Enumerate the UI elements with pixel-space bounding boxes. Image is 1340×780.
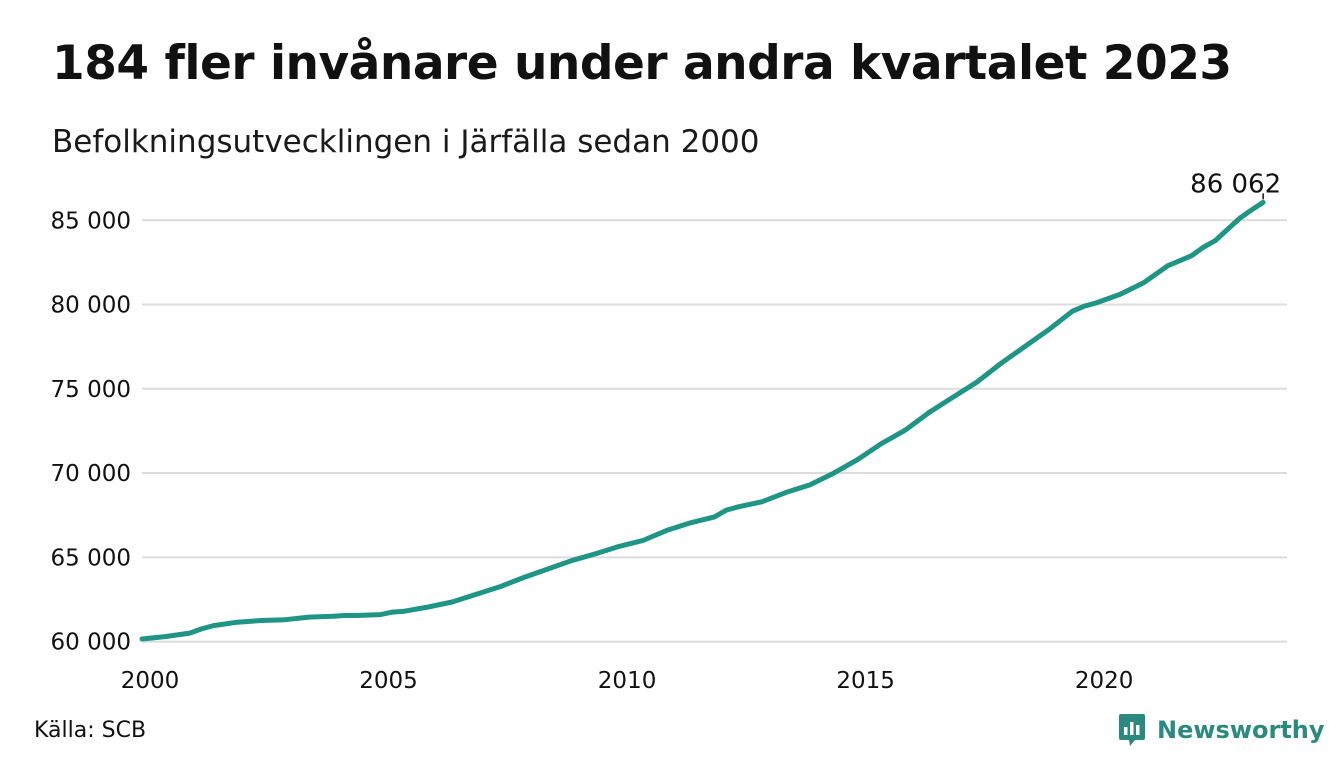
x-tick-label: 2020 <box>1075 668 1134 694</box>
x-tick-label: 2010 <box>598 668 657 694</box>
series-line <box>139 199 1266 642</box>
chart-title: 184 fler invånare under andra kvartalet … <box>52 36 1232 91</box>
chart-subtitle: Befolkningsutvecklingen i Järfälla sedan… <box>52 124 760 160</box>
brand-logo[interactable]: Newsworthy <box>1117 712 1325 748</box>
x-tick-label: 2005 <box>359 668 418 694</box>
y-tick-label: 60 000 <box>51 630 131 656</box>
end-value-label: 86 062 <box>1190 169 1281 199</box>
x-tick-label: 2000 <box>121 668 180 694</box>
y-tick-label: 70 000 <box>51 461 131 487</box>
y-tick-label: 85 000 <box>51 208 131 234</box>
y-tick-label: 80 000 <box>51 293 131 319</box>
brand-name: Newsworthy <box>1157 716 1325 744</box>
source-label: Källa: SCB <box>34 718 147 743</box>
x-tick-label: 2015 <box>836 668 895 694</box>
y-tick-label: 75 000 <box>51 377 131 403</box>
y-tick-label: 65 000 <box>51 545 131 571</box>
newsworthy-logo-icon <box>1119 714 1145 746</box>
